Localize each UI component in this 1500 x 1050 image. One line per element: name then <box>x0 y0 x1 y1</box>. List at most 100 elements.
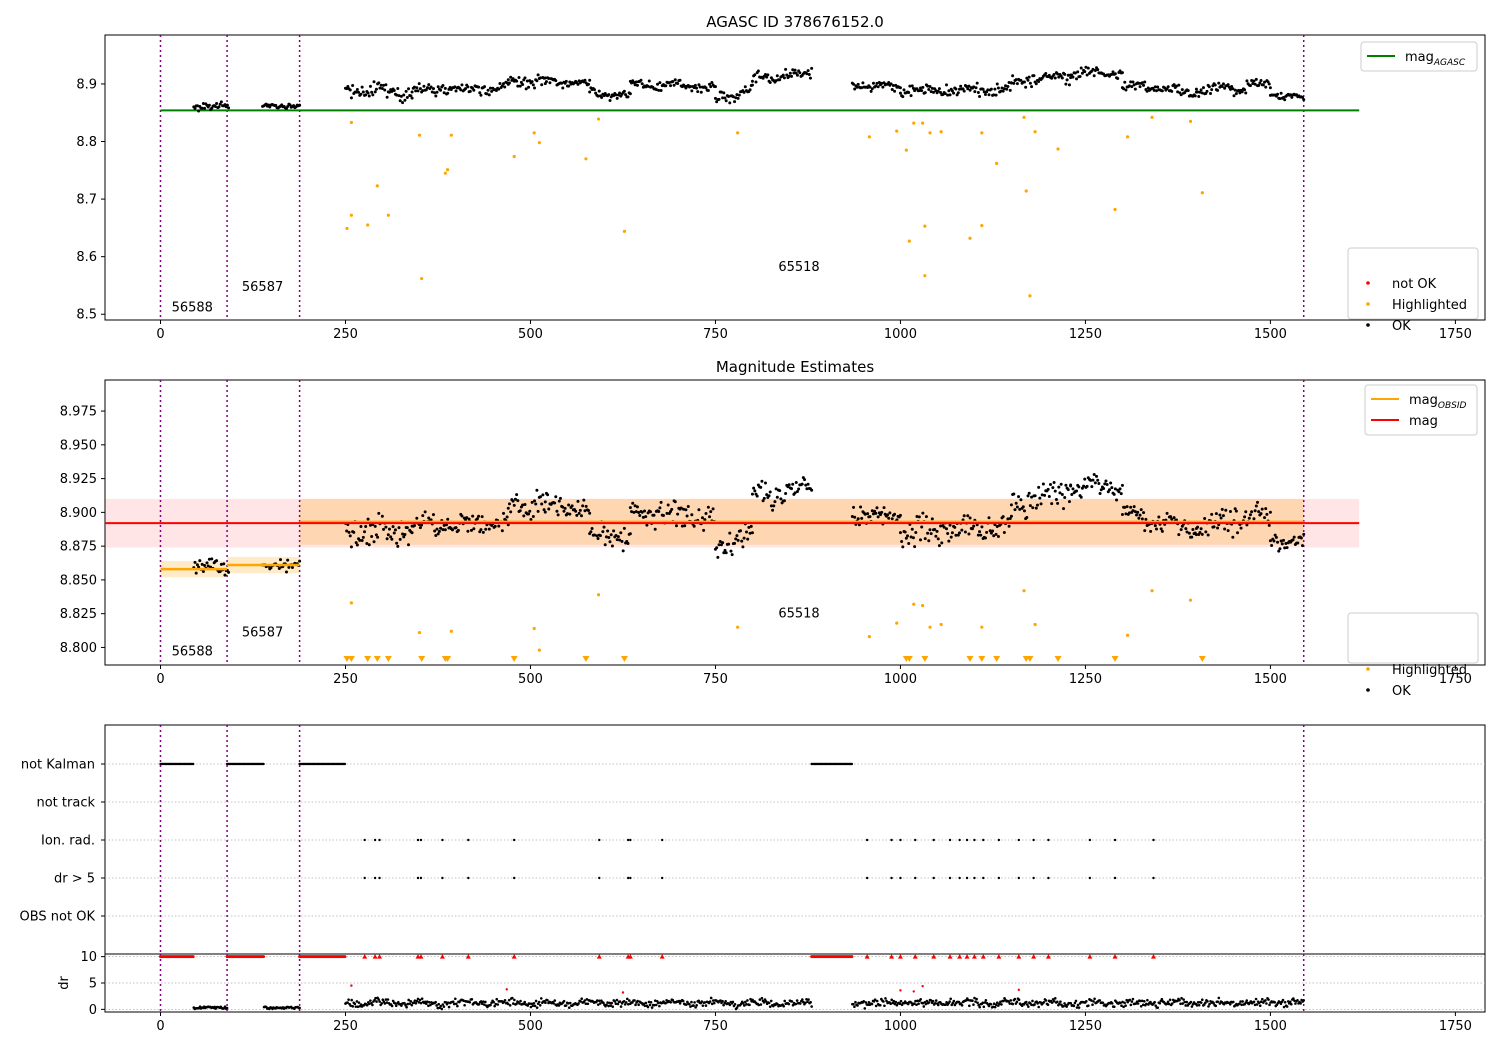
flag-marker <box>914 838 917 842</box>
ok-data-point <box>856 82 860 86</box>
ok-data-point <box>581 504 585 508</box>
ok-data-point <box>748 88 752 92</box>
ok-data-point <box>403 532 407 536</box>
dr-data-point <box>889 1002 892 1006</box>
ok-data-point <box>515 493 519 497</box>
flag-marker <box>997 876 1001 880</box>
ok-data-point <box>598 534 602 538</box>
ok-data-point <box>1205 89 1209 93</box>
ok-data-point <box>215 559 219 563</box>
ok-data-point <box>1064 483 1068 487</box>
ok-data-point <box>706 505 710 509</box>
ok-data-point <box>975 81 979 85</box>
ok-data-point <box>1095 474 1099 478</box>
ok-data-point <box>407 87 411 91</box>
ok-data-point <box>527 512 531 516</box>
flag-marker <box>1017 838 1021 842</box>
highlighted-data-point <box>928 131 932 135</box>
ok-data-point <box>746 537 750 541</box>
ok-data-point <box>534 502 538 506</box>
y-tick-label: 10 <box>80 950 97 965</box>
ok-data-point <box>1024 85 1028 89</box>
legend-marker-swatch <box>1366 323 1370 327</box>
ok-data-point <box>1047 495 1051 499</box>
ok-data-point <box>1243 88 1247 92</box>
ok-data-point <box>536 73 540 77</box>
ok-data-point <box>968 88 972 92</box>
dr-data-point <box>535 1006 539 1009</box>
ok-data-point <box>888 511 892 515</box>
flag-marker <box>363 838 366 842</box>
ok-data-point <box>750 531 754 535</box>
dr-data-point <box>513 998 516 1002</box>
ok-data-point <box>1259 512 1263 516</box>
dr-data-point <box>957 1000 961 1004</box>
dr-data-point <box>381 998 385 1002</box>
ok-data-point <box>1014 501 1018 505</box>
ok-data-point <box>761 499 765 503</box>
ok-data-point <box>685 514 689 518</box>
ok-data-point <box>435 527 439 531</box>
dr-data-point <box>583 999 587 1002</box>
y-tick-label: 8.825 <box>60 607 97 622</box>
ok-data-point <box>782 76 786 80</box>
ok-data-point <box>477 514 481 518</box>
dr-data-point <box>414 1001 418 1005</box>
dr-data-point <box>447 1005 451 1009</box>
dr-data-point <box>1283 1000 1287 1004</box>
dr-data-point <box>1240 1003 1243 1007</box>
dr-data-point <box>867 1000 871 1004</box>
dr-data-point <box>1013 997 1017 1001</box>
dr-clipped-marker <box>1087 954 1093 959</box>
ok-data-point <box>1043 493 1047 497</box>
highlighted-data-point <box>537 141 541 145</box>
dr-data-point <box>1206 1000 1209 1003</box>
ok-data-point <box>1184 527 1188 531</box>
ok-data-point <box>614 533 618 537</box>
dr-clipped-marker <box>1112 954 1118 959</box>
ok-data-point <box>919 538 923 542</box>
ok-data-point <box>193 560 197 564</box>
ok-data-point <box>1053 76 1057 80</box>
ok-data-point <box>804 483 808 487</box>
obsid-label: 56587 <box>242 280 283 295</box>
flag-marker <box>373 876 377 880</box>
ok-data-point <box>363 530 367 534</box>
dr-data-point <box>987 1004 991 1008</box>
ok-data-point <box>1236 531 1240 535</box>
ok-data-point <box>699 90 703 94</box>
ok-data-point <box>936 537 940 541</box>
ok-data-point <box>1082 484 1086 488</box>
ok-data-point <box>631 501 635 505</box>
dr-data-point <box>806 1000 809 1004</box>
ok-data-point <box>628 532 632 536</box>
legend-box <box>1347 612 1479 664</box>
ok-data-point <box>728 531 732 535</box>
dr-data-point <box>1156 1006 1160 1009</box>
ok-data-point <box>402 535 406 539</box>
ok-data-point <box>352 530 356 534</box>
ok-data-point <box>716 555 720 559</box>
dr-data-point <box>1030 1003 1033 1007</box>
ok-data-point <box>972 85 976 89</box>
y-tick-label: 8.8 <box>76 135 97 150</box>
ok-data-point <box>1279 539 1283 543</box>
highlighted-data-point <box>907 239 911 243</box>
ok-data-point <box>947 539 951 543</box>
ok-data-point <box>1133 510 1137 514</box>
ok-data-point <box>392 89 396 93</box>
ok-data-point <box>410 96 414 100</box>
legend-label: OK <box>1392 684 1411 699</box>
ok-data-point <box>1022 80 1026 84</box>
ok-data-point <box>1006 517 1010 521</box>
ok-data-point <box>733 100 737 104</box>
ok-data-point <box>607 536 611 540</box>
dr-data-point <box>614 1002 618 1006</box>
ok-data-point <box>1218 513 1222 517</box>
ok-data-point <box>771 508 775 512</box>
ok-data-point <box>1120 513 1124 517</box>
dr-data-point <box>951 1001 955 1005</box>
dr-data-point <box>456 1004 459 1008</box>
dr-data-point <box>634 1003 637 1007</box>
